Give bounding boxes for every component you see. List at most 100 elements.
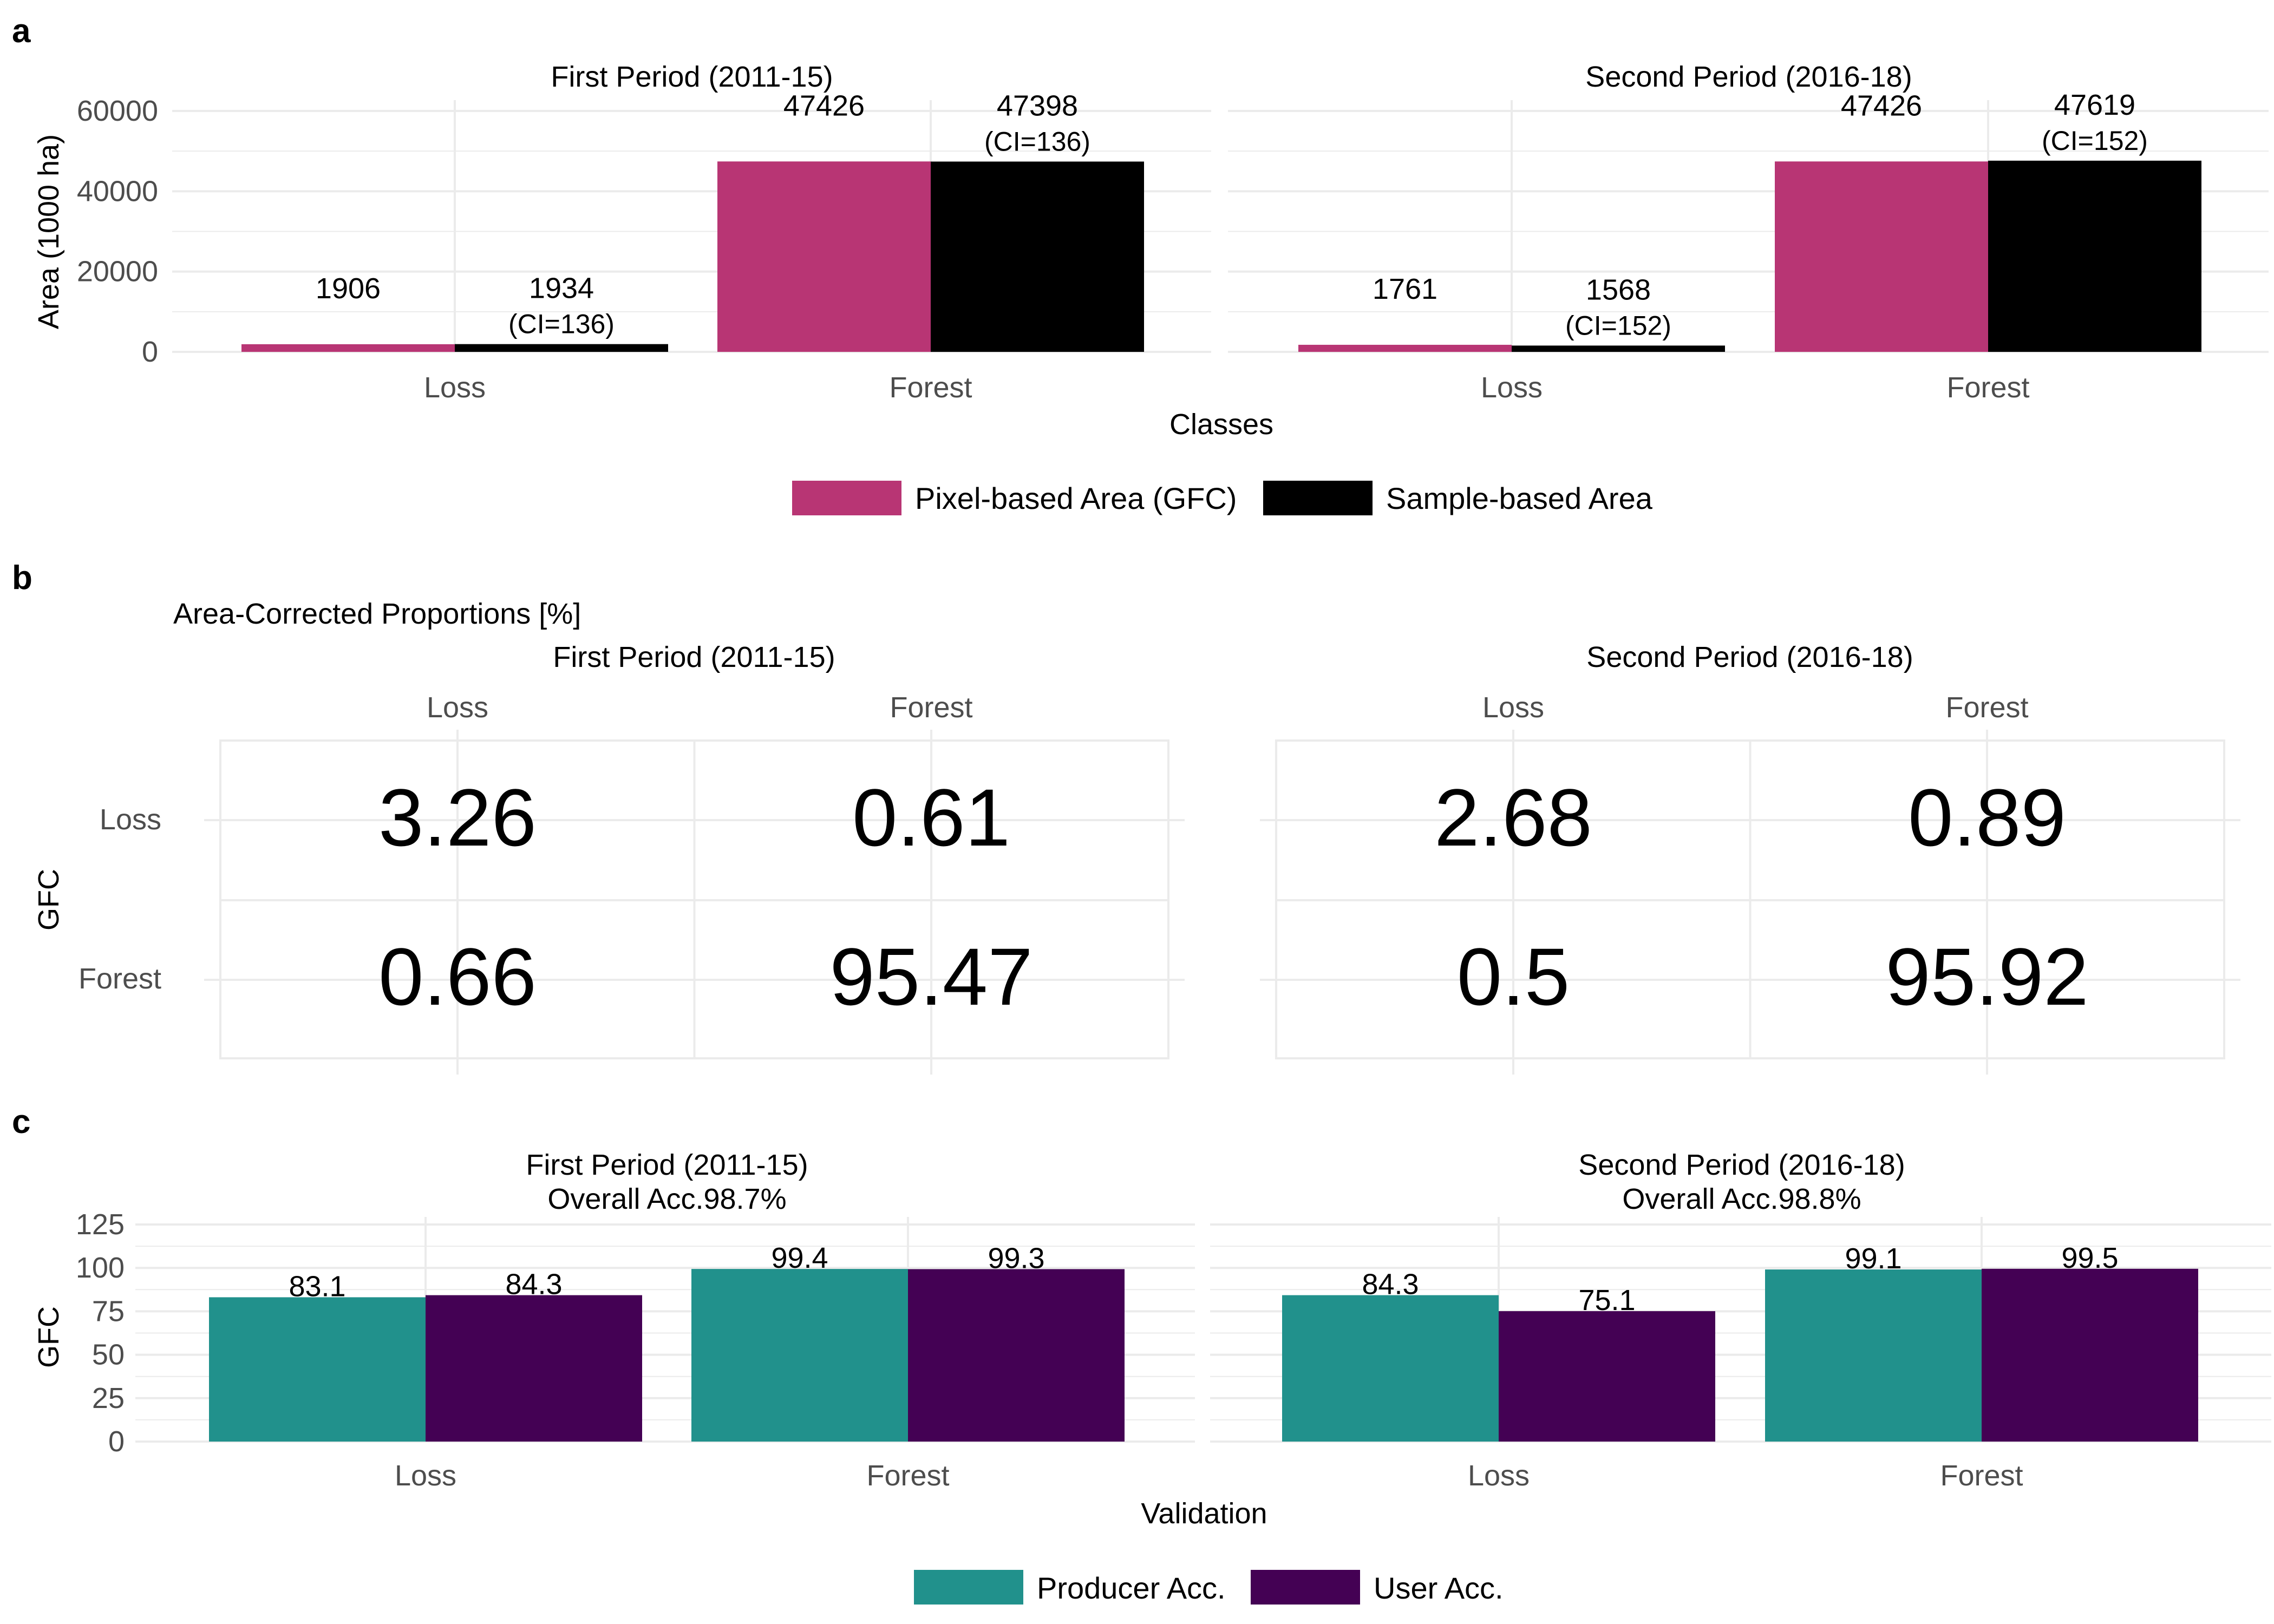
y-tick-label: 0 [142, 336, 158, 368]
panel-b-f2-cell-loss-loss: 2.68 [1434, 772, 1592, 863]
panel-a-facet2-title: Second Period (2016-18) [1585, 61, 1912, 93]
x-tick-label: Loss [395, 1459, 456, 1492]
panel-b-row-forest: Forest [79, 962, 161, 995]
panel-a-y-ticks: 0 20000 40000 60000 [77, 95, 158, 368]
panel-b-facet2-title: Second Period (2016-18) [1586, 641, 1913, 673]
bar-user-acc- [908, 1269, 1125, 1442]
y-tick-label: 100 [76, 1252, 125, 1284]
panel-b-f2-cell-forest-forest: 95.92 [1885, 931, 2088, 1022]
panel-c-x-ticks: Loss Forest Loss Forest [395, 1459, 2023, 1492]
panel-a-legend: Pixel-based Area (GFC) Sample-based Area [792, 481, 1653, 515]
bar-value-label: 1906 [316, 272, 381, 305]
bar-user-acc- [1982, 1268, 2198, 1442]
y-tick-label: 20000 [77, 256, 158, 288]
bar-value-label: 84.3 [1362, 1268, 1419, 1301]
panel-c-facet1-subtitle: Overall Acc.98.7% [547, 1183, 786, 1215]
panel-b-f1-cell-loss-forest: 0.61 [852, 772, 1010, 863]
panel-c-facet1-title: First Period (2011-15) [526, 1149, 808, 1181]
panel-b-row-loss: Loss [100, 803, 161, 836]
bar-pixel-based-area-gfc- [1775, 161, 1988, 352]
bar-pixel-based-area-gfc- [1298, 344, 1512, 352]
panel-a-y-axis-title: Area (1000 ha) [32, 134, 65, 329]
panel-b-f1-col-loss: Loss [427, 691, 488, 724]
bar-value-label: 47426 [1841, 89, 1922, 122]
x-tick-label: Loss [1481, 371, 1543, 404]
legend-swatch-sample-area [1263, 481, 1373, 515]
panel-letter-a: a [12, 12, 31, 50]
panel-b-f1-cell-forest-loss: 0.66 [378, 931, 537, 1022]
legend-label-sample-area: Sample-based Area [1386, 481, 1653, 515]
legend-label-producer-acc: Producer Acc. [1037, 1571, 1226, 1605]
bar-pixel-based-area-gfc- [717, 161, 931, 352]
legend-swatch-producer-acc [914, 1570, 1023, 1605]
panel-a-x-axis-title: Classes [1169, 408, 1273, 441]
bar-ci-label: (CI=136) [508, 309, 615, 339]
bar-sample-based-area [1988, 160, 2201, 352]
y-tick-label: 50 [92, 1339, 125, 1371]
panel-b-gridlines [204, 730, 2240, 1075]
bar-value-label: 47426 [783, 89, 865, 122]
bar-pixel-based-area-gfc- [241, 344, 455, 352]
panel-b-y-axis-title: GFC [32, 869, 65, 931]
x-tick-label: Loss [424, 371, 486, 404]
x-tick-label: Forest [1946, 371, 2029, 404]
bar-value-label: 75.1 [1578, 1284, 1635, 1317]
panel-c-x-axis-title: Validation [1141, 1497, 1267, 1530]
legend-swatch-user-acc [1251, 1570, 1360, 1605]
panel-c-y-ticks: 0 25 50 75 100 125 [76, 1208, 125, 1458]
x-tick-label: Loss [1468, 1459, 1530, 1492]
panel-b-proportions-table: Area-Corrected Proportions [%] First Per… [32, 598, 2240, 1075]
legend-swatch-pixel-area [792, 481, 901, 515]
y-tick-label: 60000 [77, 95, 158, 127]
panel-b-f1-cell-loss-loss: 3.26 [378, 772, 537, 863]
bar-ci-label: (CI=152) [2042, 126, 2148, 156]
panel-a-bars [241, 160, 2201, 352]
bar-producer-acc- [1765, 1269, 1982, 1442]
bar-producer-acc- [691, 1269, 908, 1442]
panel-c-facet2-subtitle: Overall Acc.98.8% [1622, 1183, 1861, 1215]
bar-value-label: 1568 [1586, 273, 1651, 306]
panel-c-legend: Producer Acc. User Acc. [914, 1570, 1504, 1605]
x-tick-label: Forest [889, 371, 972, 404]
panel-b-f2-cell-loss-forest: 0.89 [1908, 772, 2066, 863]
bar-value-label: 99.5 [2061, 1242, 2118, 1274]
bar-user-acc- [426, 1295, 642, 1442]
panel-letter-c: c [12, 1103, 30, 1141]
panel-a-x-ticks: Loss Forest Loss Forest [424, 371, 2030, 404]
x-tick-label: Forest [1940, 1459, 2023, 1492]
y-tick-label: 75 [92, 1295, 125, 1327]
bar-sample-based-area [1512, 345, 1725, 352]
bar-value-label: 47398 [997, 89, 1078, 122]
bar-value-label: 84.3 [505, 1268, 562, 1301]
panel-b-title: Area-Corrected Proportions [%] [173, 598, 581, 630]
bar-producer-acc- [209, 1297, 426, 1442]
bar-sample-based-area [455, 344, 668, 352]
bar-value-label: 83.1 [289, 1270, 345, 1302]
bar-ci-label: (CI=152) [1565, 310, 1671, 340]
panel-c-facet2-title: Second Period (2016-18) [1578, 1149, 1905, 1181]
bar-user-acc- [1499, 1311, 1715, 1442]
y-tick-label: 0 [108, 1425, 125, 1458]
bar-value-label: 99.1 [1845, 1242, 1901, 1275]
panel-a-facet1-title: First Period (2011-15) [551, 61, 833, 93]
panel-b-f2-cell-forest-loss: 0.5 [1457, 931, 1570, 1022]
panel-b-f1-cell-forest-forest: 95.47 [829, 931, 1033, 1022]
bar-value-label: 47619 [2054, 89, 2135, 121]
bar-value-label: 1934 [529, 272, 594, 305]
panel-b-f2-col-forest: Forest [1945, 691, 2028, 724]
panel-c-accuracy-chart: 83.1 84.3 99.4 99.3 84.3 75.1 99.1 99.5 0 25 50 75… [32, 1149, 2271, 1605]
panel-a-area-chart: 1906 1934 (CI=136) 47426 47398 (CI=136) 1761 15… [32, 61, 2269, 515]
bar-value-label: 1761 [1373, 273, 1437, 305]
bar-value-label: 99.4 [771, 1242, 828, 1274]
panel-b-facet1-title: First Period (2011-15) [553, 641, 835, 673]
y-tick-label: 125 [76, 1208, 125, 1241]
legend-label-pixel-area: Pixel-based Area (GFC) [915, 481, 1237, 515]
panel-c-y-axis-title: GFC [32, 1306, 65, 1368]
panel-b-f2-col-loss: Loss [1482, 691, 1544, 724]
bar-sample-based-area [931, 161, 1144, 352]
panel-letter-b: b [12, 559, 32, 597]
bar-producer-acc- [1282, 1295, 1499, 1442]
panel-b-f1-col-forest: Forest [890, 691, 972, 724]
panel-a-bar-labels: 1906 1934 (CI=136) 47426 47398 (CI=136) 1761 15… [316, 89, 2148, 341]
